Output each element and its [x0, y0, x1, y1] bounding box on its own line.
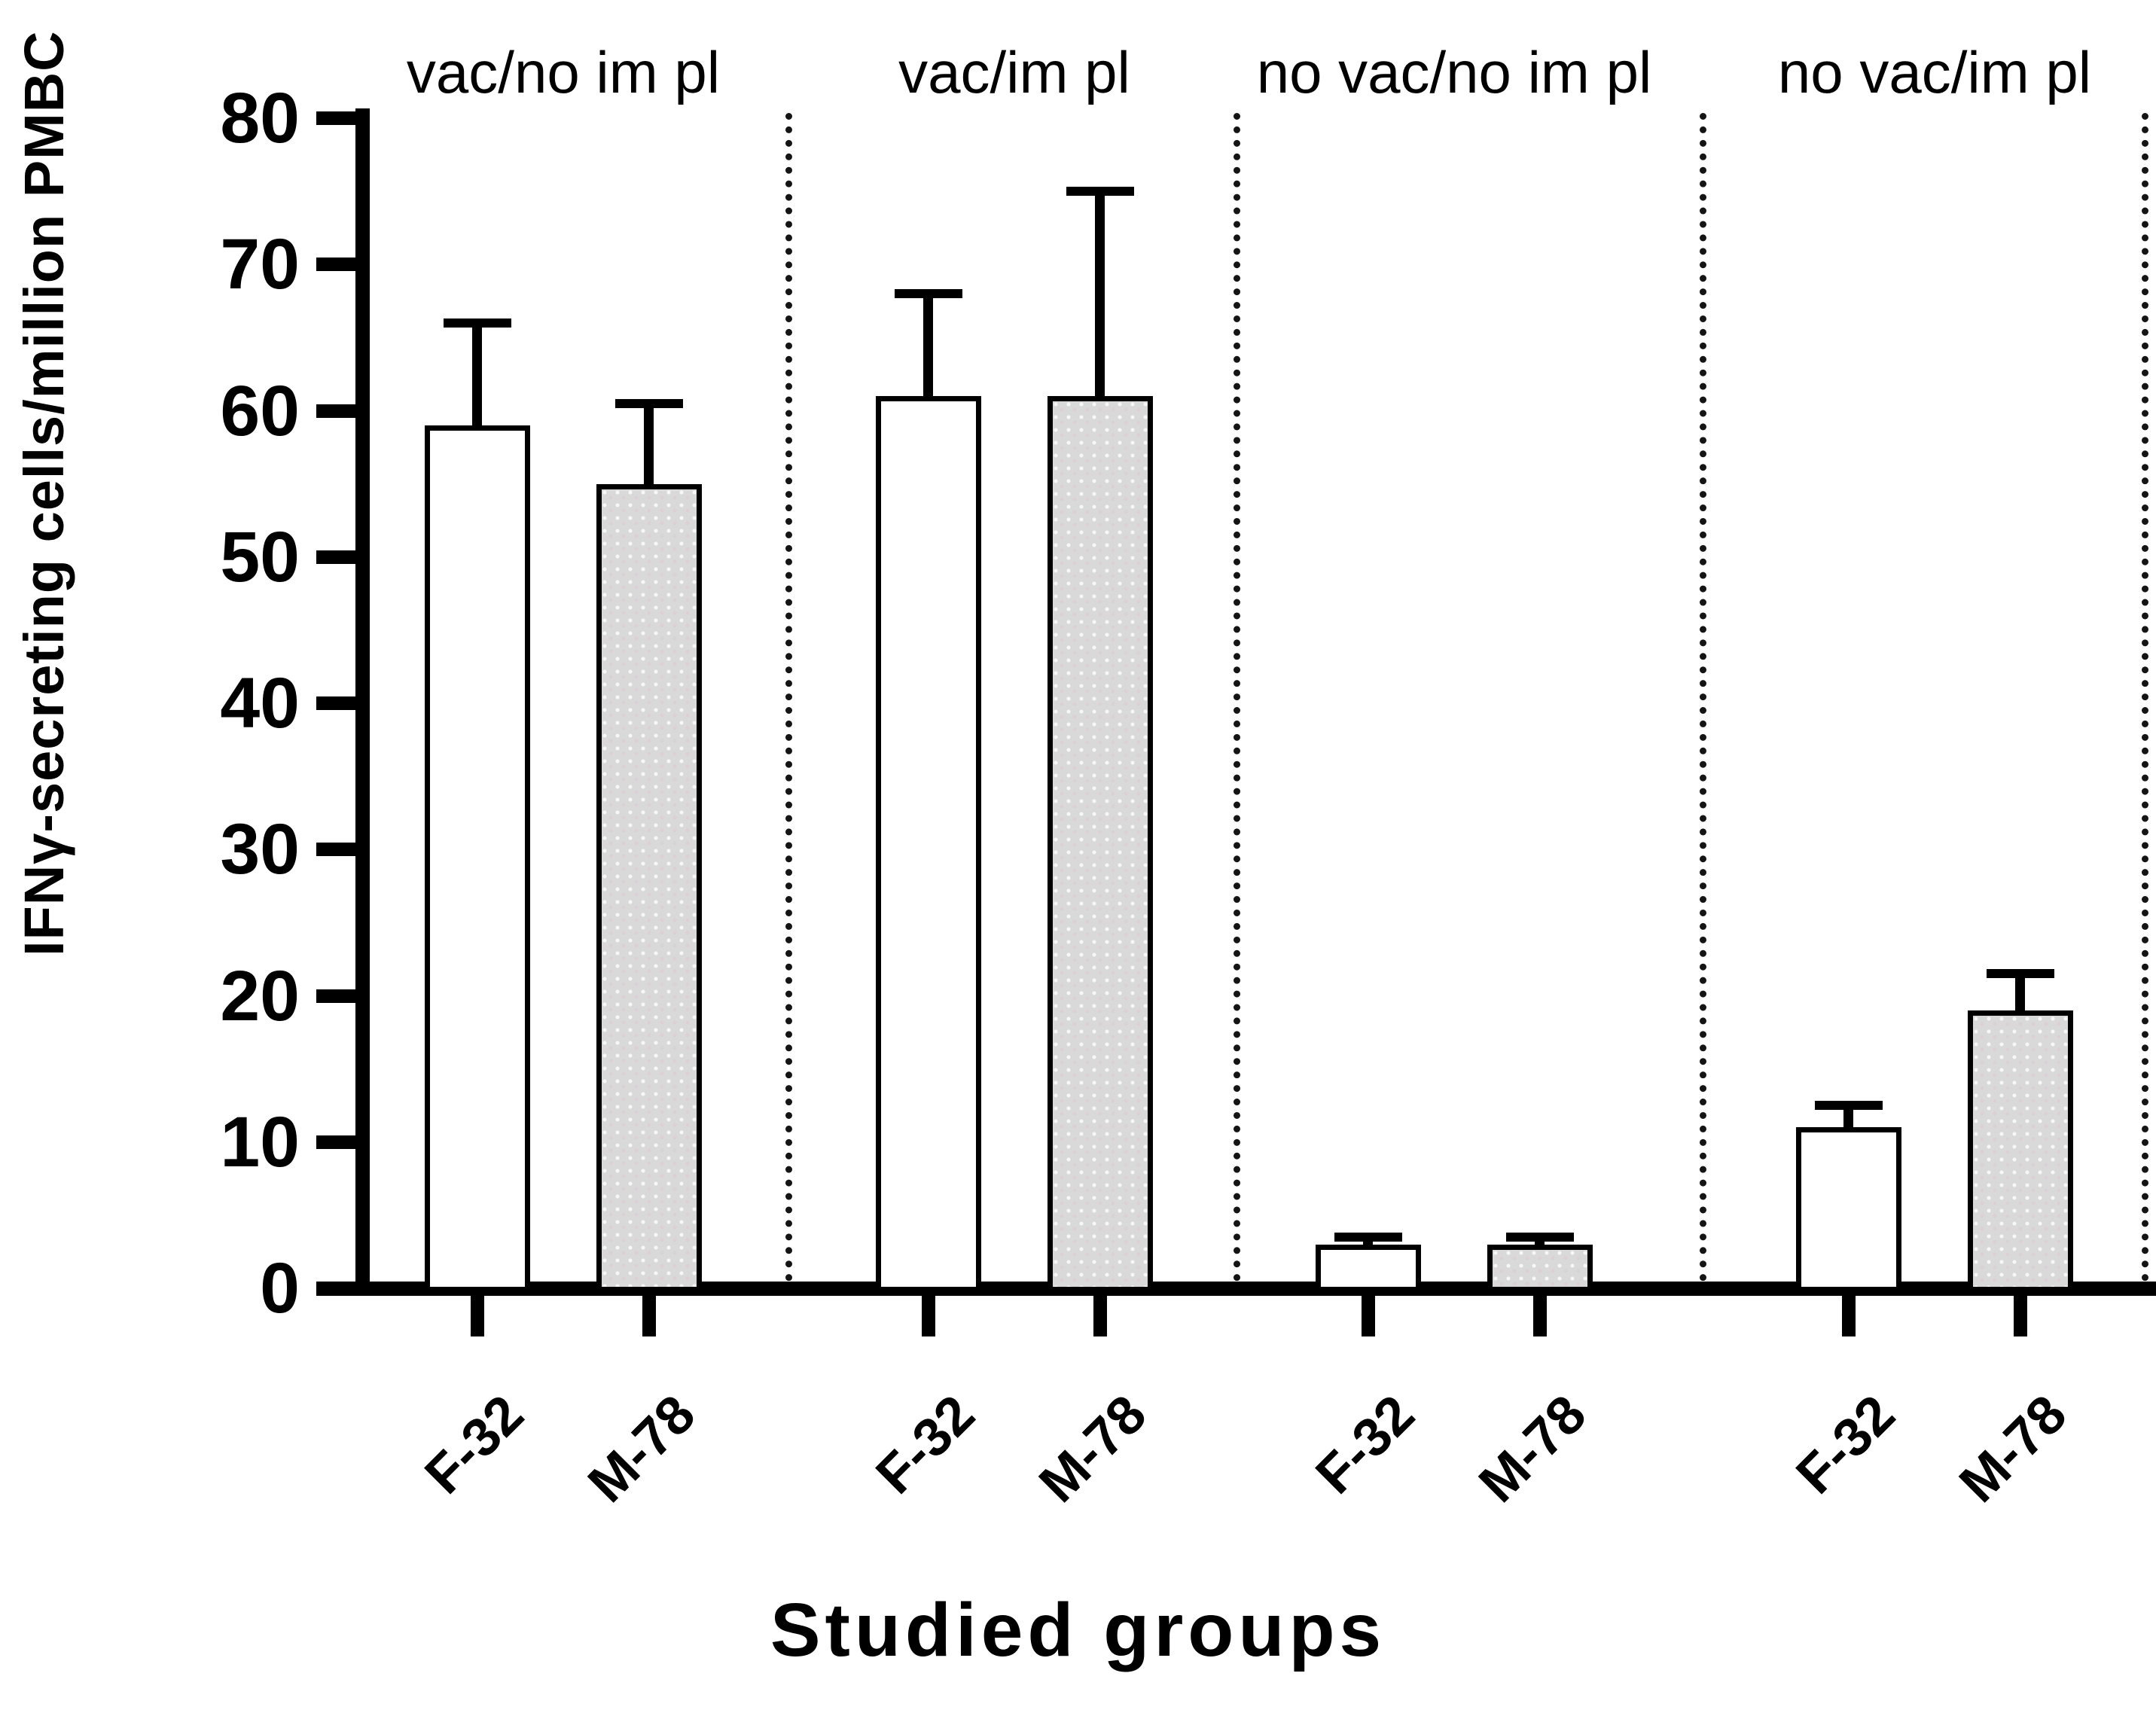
y-tick: [316, 404, 355, 418]
x-tick: [1093, 1296, 1107, 1336]
y-tick: [316, 843, 355, 857]
y-tick: [316, 550, 355, 564]
x-label-m-78: M-78: [1028, 1384, 1158, 1514]
x-label-f-32: F-32: [413, 1384, 535, 1506]
error-bar-cap-f-32: [1334, 1233, 1402, 1242]
bar-f-32: [425, 425, 530, 1292]
x-label-m-78: M-78: [1468, 1384, 1598, 1514]
error-bar-cap-f-32: [895, 289, 962, 299]
x-tick: [471, 1296, 484, 1336]
bar-f-32: [1316, 1244, 1421, 1292]
y-tick: [316, 258, 355, 272]
error-bar-cap-m-78: [1066, 187, 1134, 197]
bar-m-78: [596, 483, 702, 1292]
x-axis-line: [316, 1282, 2156, 1296]
x-tick: [922, 1296, 935, 1336]
x-tick: [642, 1296, 656, 1336]
group-label: no vac/no im pl: [1256, 39, 1652, 105]
error-bar-cap-f-32: [1815, 1101, 1883, 1111]
error-bar-stem-m-78: [644, 403, 654, 508]
error-bar-stem-f-32: [472, 322, 482, 450]
y-tick: [316, 1282, 355, 1295]
y-tick-label: 50: [220, 517, 300, 597]
group-label: vac/im pl: [898, 39, 1130, 105]
x-tick: [1362, 1296, 1375, 1336]
bar-m-78: [1487, 1244, 1593, 1292]
error-bar-cap-f-32: [444, 318, 511, 328]
bar-f-32: [876, 396, 981, 1292]
y-tick: [316, 696, 355, 710]
y-tick: [316, 1135, 355, 1149]
x-label-f-32: F-32: [1304, 1384, 1426, 1506]
y-tick-label: 60: [220, 370, 300, 451]
error-bar-stem-m-78: [1095, 191, 1105, 421]
error-bar-cap-m-78: [615, 398, 683, 408]
x-axis-title: Studied groups: [770, 1588, 1386, 1672]
y-tick-label: 70: [220, 224, 300, 305]
bar-m-78: [1048, 396, 1153, 1292]
bar-m-78: [1968, 1010, 2073, 1292]
y-tick-label: 0: [260, 1248, 300, 1328]
y-tick: [316, 989, 355, 1003]
x-label-m-78: M-78: [1948, 1384, 2078, 1514]
y-tick-label: 40: [220, 663, 300, 743]
bar-f-32: [1796, 1127, 1901, 1292]
error-bar-cap-m-78: [1506, 1233, 1574, 1242]
x-tick: [1533, 1296, 1547, 1336]
x-label-f-32: F-32: [865, 1384, 987, 1506]
error-bar-stem-f-32: [923, 294, 933, 421]
x-label-m-78: M-78: [577, 1384, 707, 1514]
x-tick: [2014, 1296, 2027, 1336]
group-separator: [1700, 113, 1706, 1282]
group-separator: [1234, 113, 1240, 1282]
y-tick-label: 10: [220, 1102, 300, 1182]
group-separator: [2142, 113, 2148, 1282]
group-label: no vac/im pl: [1777, 39, 2092, 105]
y-tick: [316, 111, 355, 125]
x-tick: [1842, 1296, 1856, 1336]
x-label-f-32: F-32: [1785, 1384, 1907, 1506]
y-tick-label: 20: [220, 955, 300, 1036]
group-separator: [785, 113, 792, 1282]
error-bar-cap-m-78: [1987, 969, 2054, 979]
y-tick-label: 80: [220, 78, 300, 158]
y-axis-line: [355, 108, 370, 1295]
group-label: vac/no im pl: [406, 39, 721, 105]
y-tick-label: 30: [220, 809, 300, 890]
